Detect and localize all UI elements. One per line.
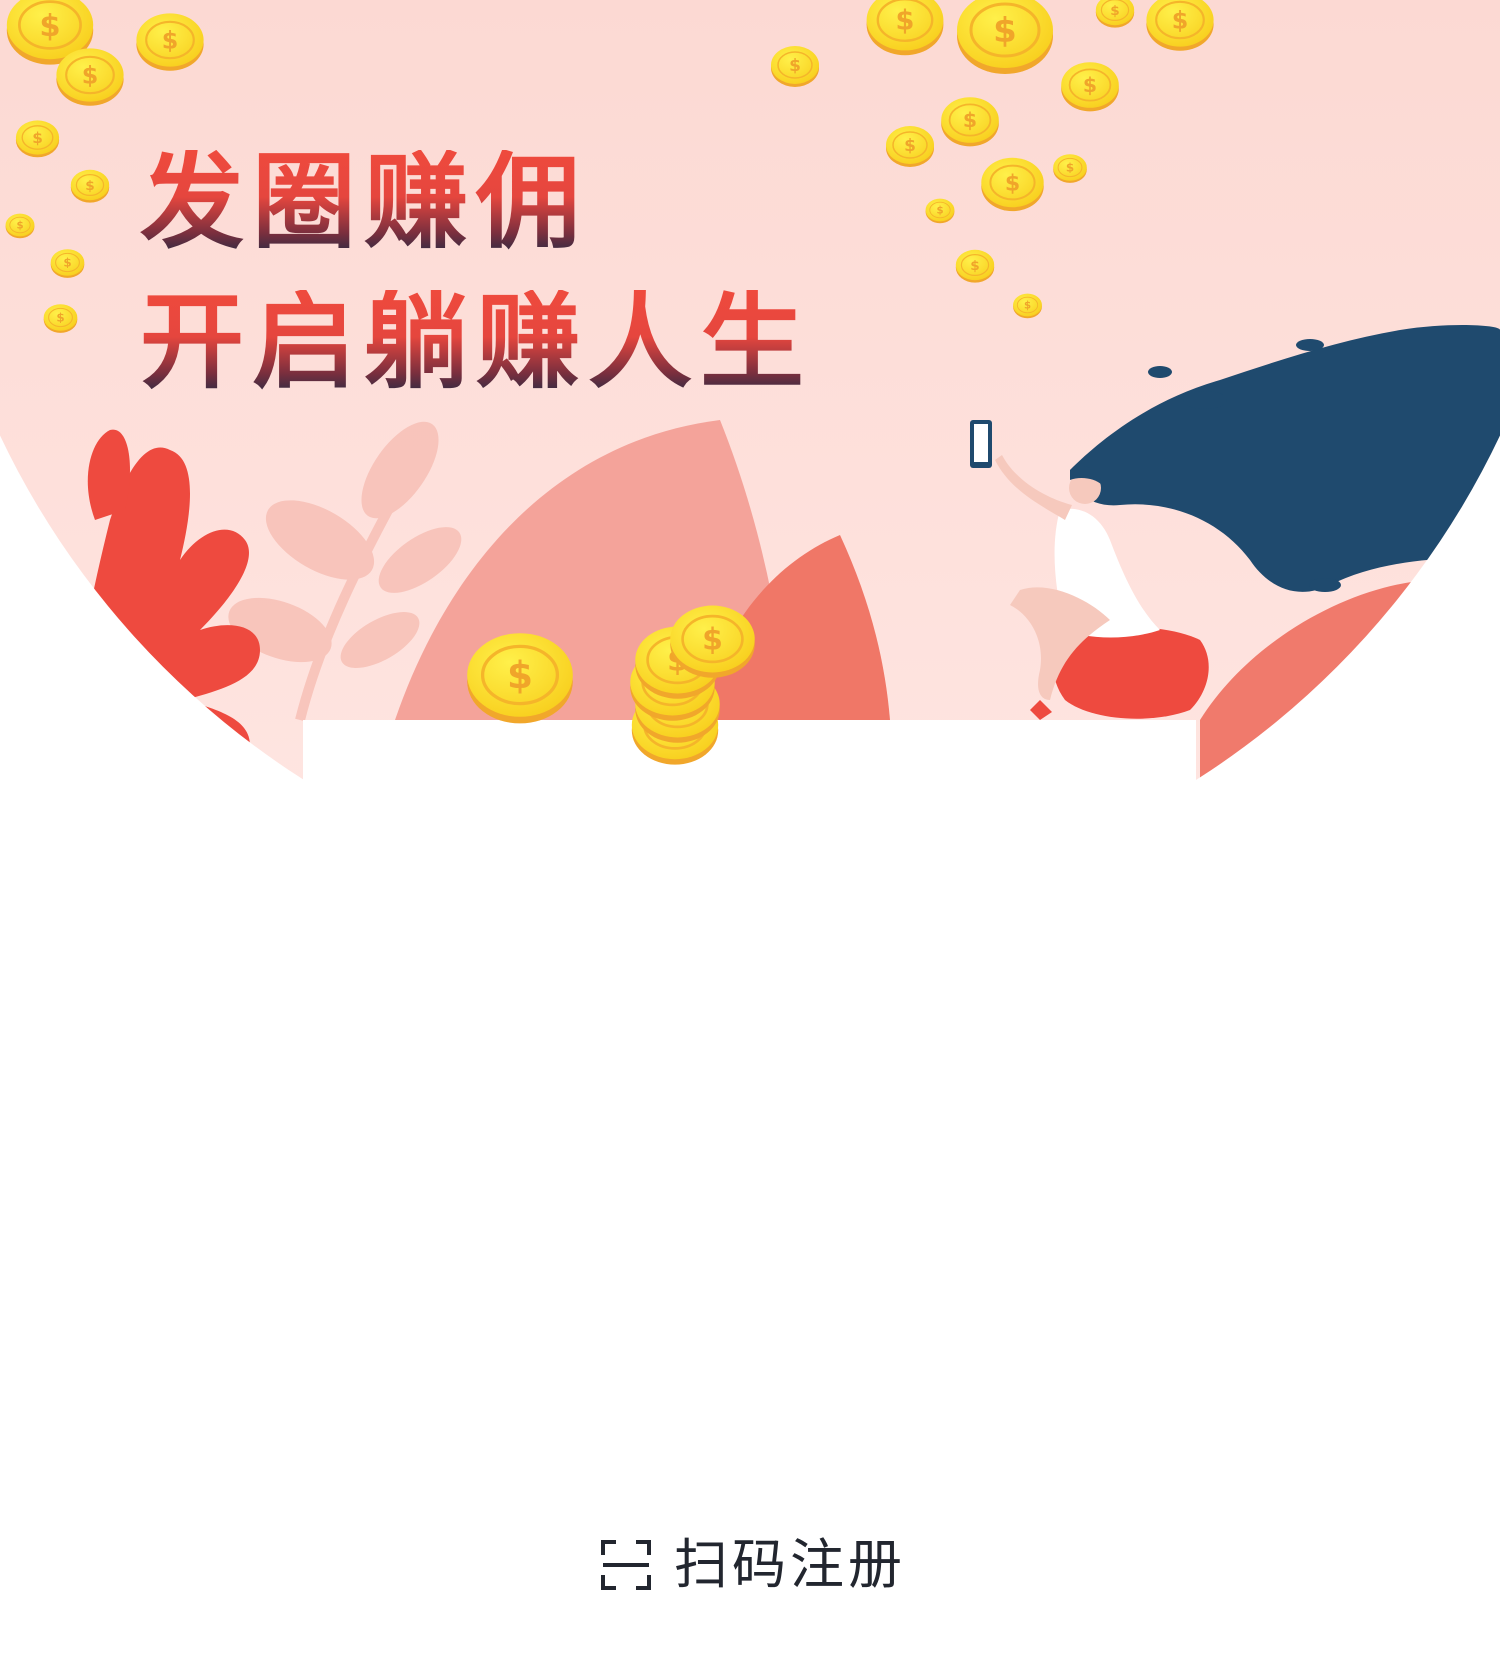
scan-frame-icon — [601, 1540, 651, 1590]
hair-shape — [1070, 325, 1500, 592]
scan-register-button[interactable]: 扫码注册 — [600, 1530, 906, 1600]
salmon-hill-mid — [700, 535, 890, 720]
white-card — [303, 720, 1196, 1672]
headline-line-1: 发圈赚佣 — [140, 141, 589, 263]
headline-line-2: 开启躺赚人生 — [140, 281, 813, 403]
woman-selfie-illustration — [970, 325, 1500, 720]
scan-register-label: 扫码注册 — [674, 1533, 906, 1596]
